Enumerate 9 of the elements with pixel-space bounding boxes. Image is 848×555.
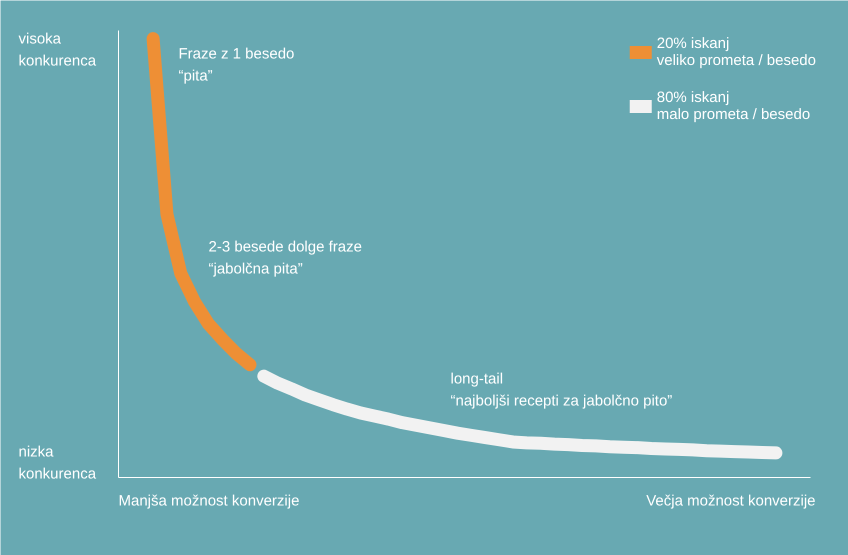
text: visoka konkurenca xyxy=(18,30,97,70)
text: nizka konkurenca xyxy=(18,444,97,483)
annotation: 2-3 besede dolge fraze “jabolčna pita” xyxy=(208,238,362,278)
legend-label: 80% iskanj malo prometa / besedo xyxy=(656,88,810,125)
annotation: Fraze z 1 besedo “pita” xyxy=(178,46,294,85)
legend-label: 20% iskanj veliko prometa / besedo xyxy=(656,34,816,71)
text: Manjša možnost konverzije xyxy=(118,492,300,510)
annotation: long-tail “najboljši recepti za jabolčno pito” xyxy=(450,370,672,410)
text: Večja možnost konverzije xyxy=(646,492,816,510)
